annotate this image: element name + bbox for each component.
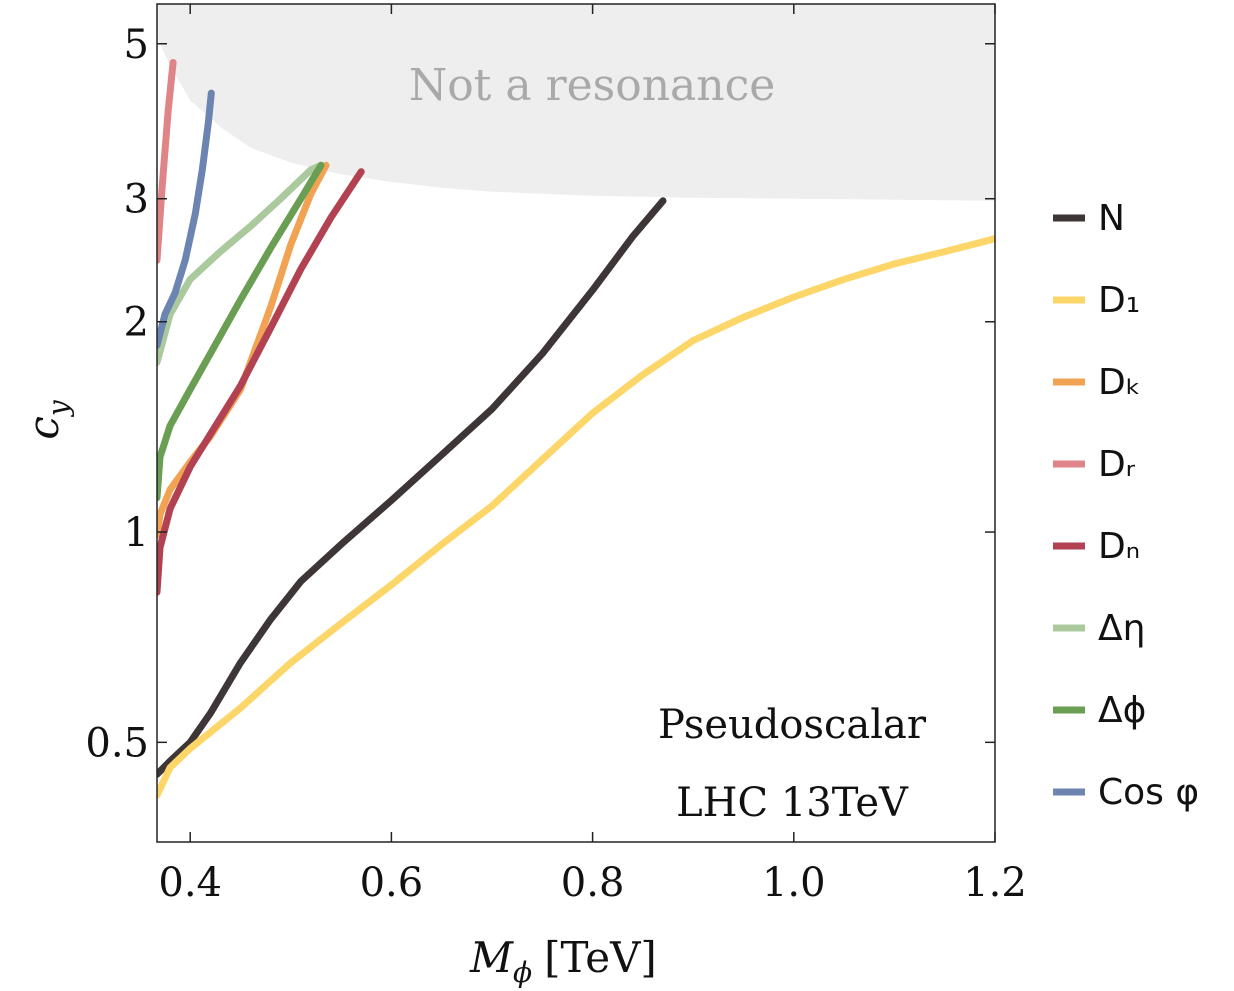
x-tick-label: 0.4 xyxy=(158,860,222,906)
legend: N D₁ Dₖ Dᵣ Dₙ Δη Δϕ Cos φ xyxy=(1053,198,1199,813)
y-tick-label: 3 xyxy=(124,177,149,223)
series-line-4 xyxy=(157,168,365,596)
not-a-resonance-region xyxy=(157,4,995,201)
y-tick-label: 2 xyxy=(124,300,149,346)
series-line-1 xyxy=(157,235,995,799)
ticks-layer: 0.4 0.6 0.8 1.0 1.2 0.5 1 2 3 5 xyxy=(85,4,1027,906)
legend-label: Cos φ xyxy=(1098,772,1199,813)
legend-label: Δϕ xyxy=(1098,690,1146,731)
x-axis-unit: [TeV] xyxy=(544,933,657,982)
x-axis-symbol: M xyxy=(469,933,514,982)
series-line-6 xyxy=(157,161,325,502)
annotation-lhc-13tev: LHC 13TeV xyxy=(676,780,909,826)
legend-label: Dₙ xyxy=(1098,526,1140,567)
x-tick-label: 0.6 xyxy=(360,860,424,906)
y-tick-label: 1 xyxy=(124,510,149,556)
legend-label: N xyxy=(1098,198,1125,239)
x-tick-label: 1.2 xyxy=(963,860,1027,906)
legend-label: D₁ xyxy=(1098,280,1140,321)
legend-label: Dᵣ xyxy=(1098,444,1136,485)
y-axis-symbol: c xyxy=(19,416,68,440)
legend-label: Δη xyxy=(1098,608,1145,649)
series-layer xyxy=(157,59,995,799)
x-axis-title: Mϕ [TeV] xyxy=(469,933,657,989)
not-a-resonance-label: Not a resonance xyxy=(409,60,776,111)
legend-label: Dₖ xyxy=(1098,362,1141,403)
x-tick-label: 1.0 xyxy=(762,860,826,906)
annotation-pseudoscalar: Pseudoscalar xyxy=(658,702,927,748)
y-axis-title: cy xyxy=(19,399,75,440)
y-tick-label: 0.5 xyxy=(85,720,149,766)
plot-frame xyxy=(156,3,996,843)
series-line-5 xyxy=(157,161,325,366)
series-line-3 xyxy=(157,59,177,264)
y-tick-label: 5 xyxy=(124,22,149,68)
x-tick-label: 0.8 xyxy=(561,860,625,906)
series-line-0 xyxy=(157,197,667,778)
x-axis-subscript: ϕ xyxy=(513,956,532,989)
series-line-7 xyxy=(157,89,215,349)
y-axis-subscript: y xyxy=(42,399,75,418)
